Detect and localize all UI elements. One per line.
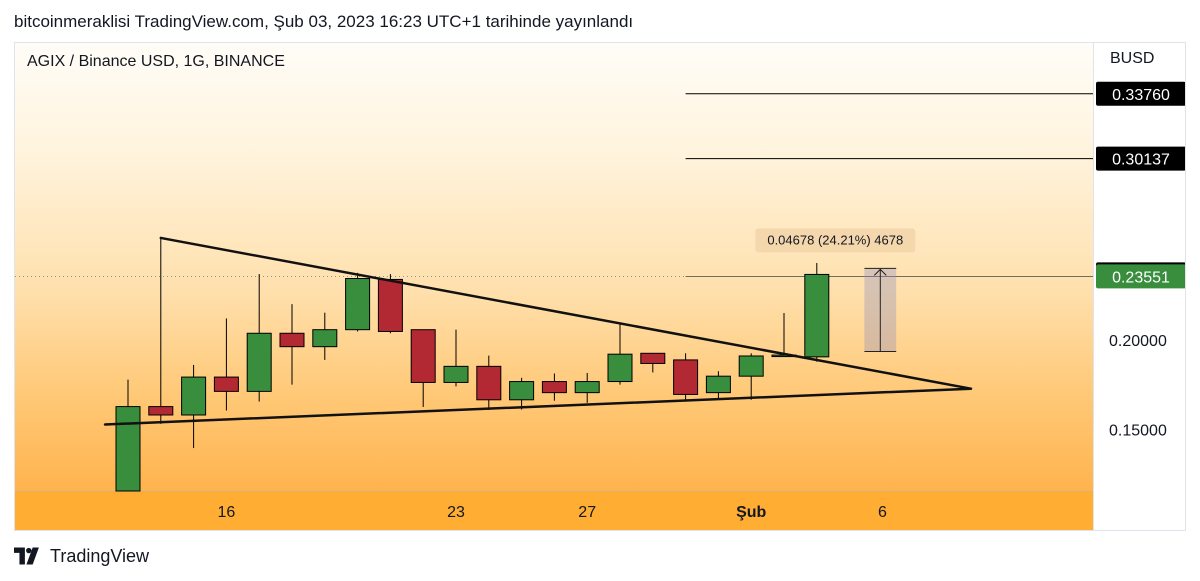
candle-body xyxy=(312,329,338,348)
measure-label-bg xyxy=(755,228,916,253)
measure-label: 0.04678 (24.21%) 4678 xyxy=(767,232,903,247)
chart-background xyxy=(15,43,1093,491)
measure-arrowhead xyxy=(873,268,887,276)
candle-body xyxy=(509,381,535,401)
price-badge-label: 0.30137 xyxy=(1112,152,1170,169)
candle-body xyxy=(246,332,272,392)
time-axis-tick-label: 23 xyxy=(447,504,465,521)
candle-body xyxy=(443,365,469,383)
price-axis-tick-label: 0.20000 xyxy=(1109,333,1167,350)
price-unit-label: BUSD xyxy=(1110,50,1155,67)
candle-body xyxy=(345,278,371,331)
candle-body xyxy=(181,376,207,416)
symbol-title[interactable]: AGIX / Binance USD, 1G, BINANCE xyxy=(27,53,285,70)
trendline xyxy=(103,387,973,426)
price-axis-tick-label: 0.15000 xyxy=(1109,422,1167,439)
trendline xyxy=(159,236,973,390)
footer-brand: TradingView xyxy=(50,545,150,566)
price-badge xyxy=(1096,146,1185,171)
chart-panel[interactable]: AGIX / Binance USD, 1G, BINANCE BUSD 0.0… xyxy=(14,42,1186,531)
candle-body xyxy=(377,278,403,332)
candlestick-chart[interactable]: 0.04678 (24.21%) 4678 16 23 27 Şub 6 0.20000 0.… xyxy=(15,43,1186,531)
candle-body xyxy=(213,376,239,392)
tradingview-logo-icon xyxy=(14,547,39,565)
price-badge-label: 0.33760 xyxy=(1112,87,1170,104)
footer: TradingView xyxy=(14,544,149,568)
candle-body xyxy=(607,353,633,383)
price-badge xyxy=(1096,81,1185,106)
time-axis-tick-label: 16 xyxy=(218,504,236,521)
publish-info: bitcoinmeraklisi TradingView.com, Şub 03… xyxy=(14,12,634,31)
candle-body xyxy=(705,375,731,394)
candle-body xyxy=(640,352,666,364)
candle-body xyxy=(115,406,141,492)
candle-body xyxy=(738,355,764,377)
time-axis-tick-label: 6 xyxy=(878,504,887,521)
candle-body xyxy=(673,359,699,395)
time-axis[interactable] xyxy=(15,491,1093,530)
candle-body xyxy=(804,273,830,358)
candle-body xyxy=(476,365,502,401)
price-badge-label: 0.23551 xyxy=(1112,269,1170,286)
time-axis-tick-label: Şub xyxy=(736,504,766,521)
candle-body xyxy=(410,329,436,383)
candle-body xyxy=(279,332,305,348)
candle-body xyxy=(574,381,600,394)
candle-body xyxy=(541,381,567,394)
price-badge xyxy=(1096,264,1185,289)
time-axis-tick-label: 27 xyxy=(578,504,596,521)
candle-body xyxy=(148,406,174,416)
